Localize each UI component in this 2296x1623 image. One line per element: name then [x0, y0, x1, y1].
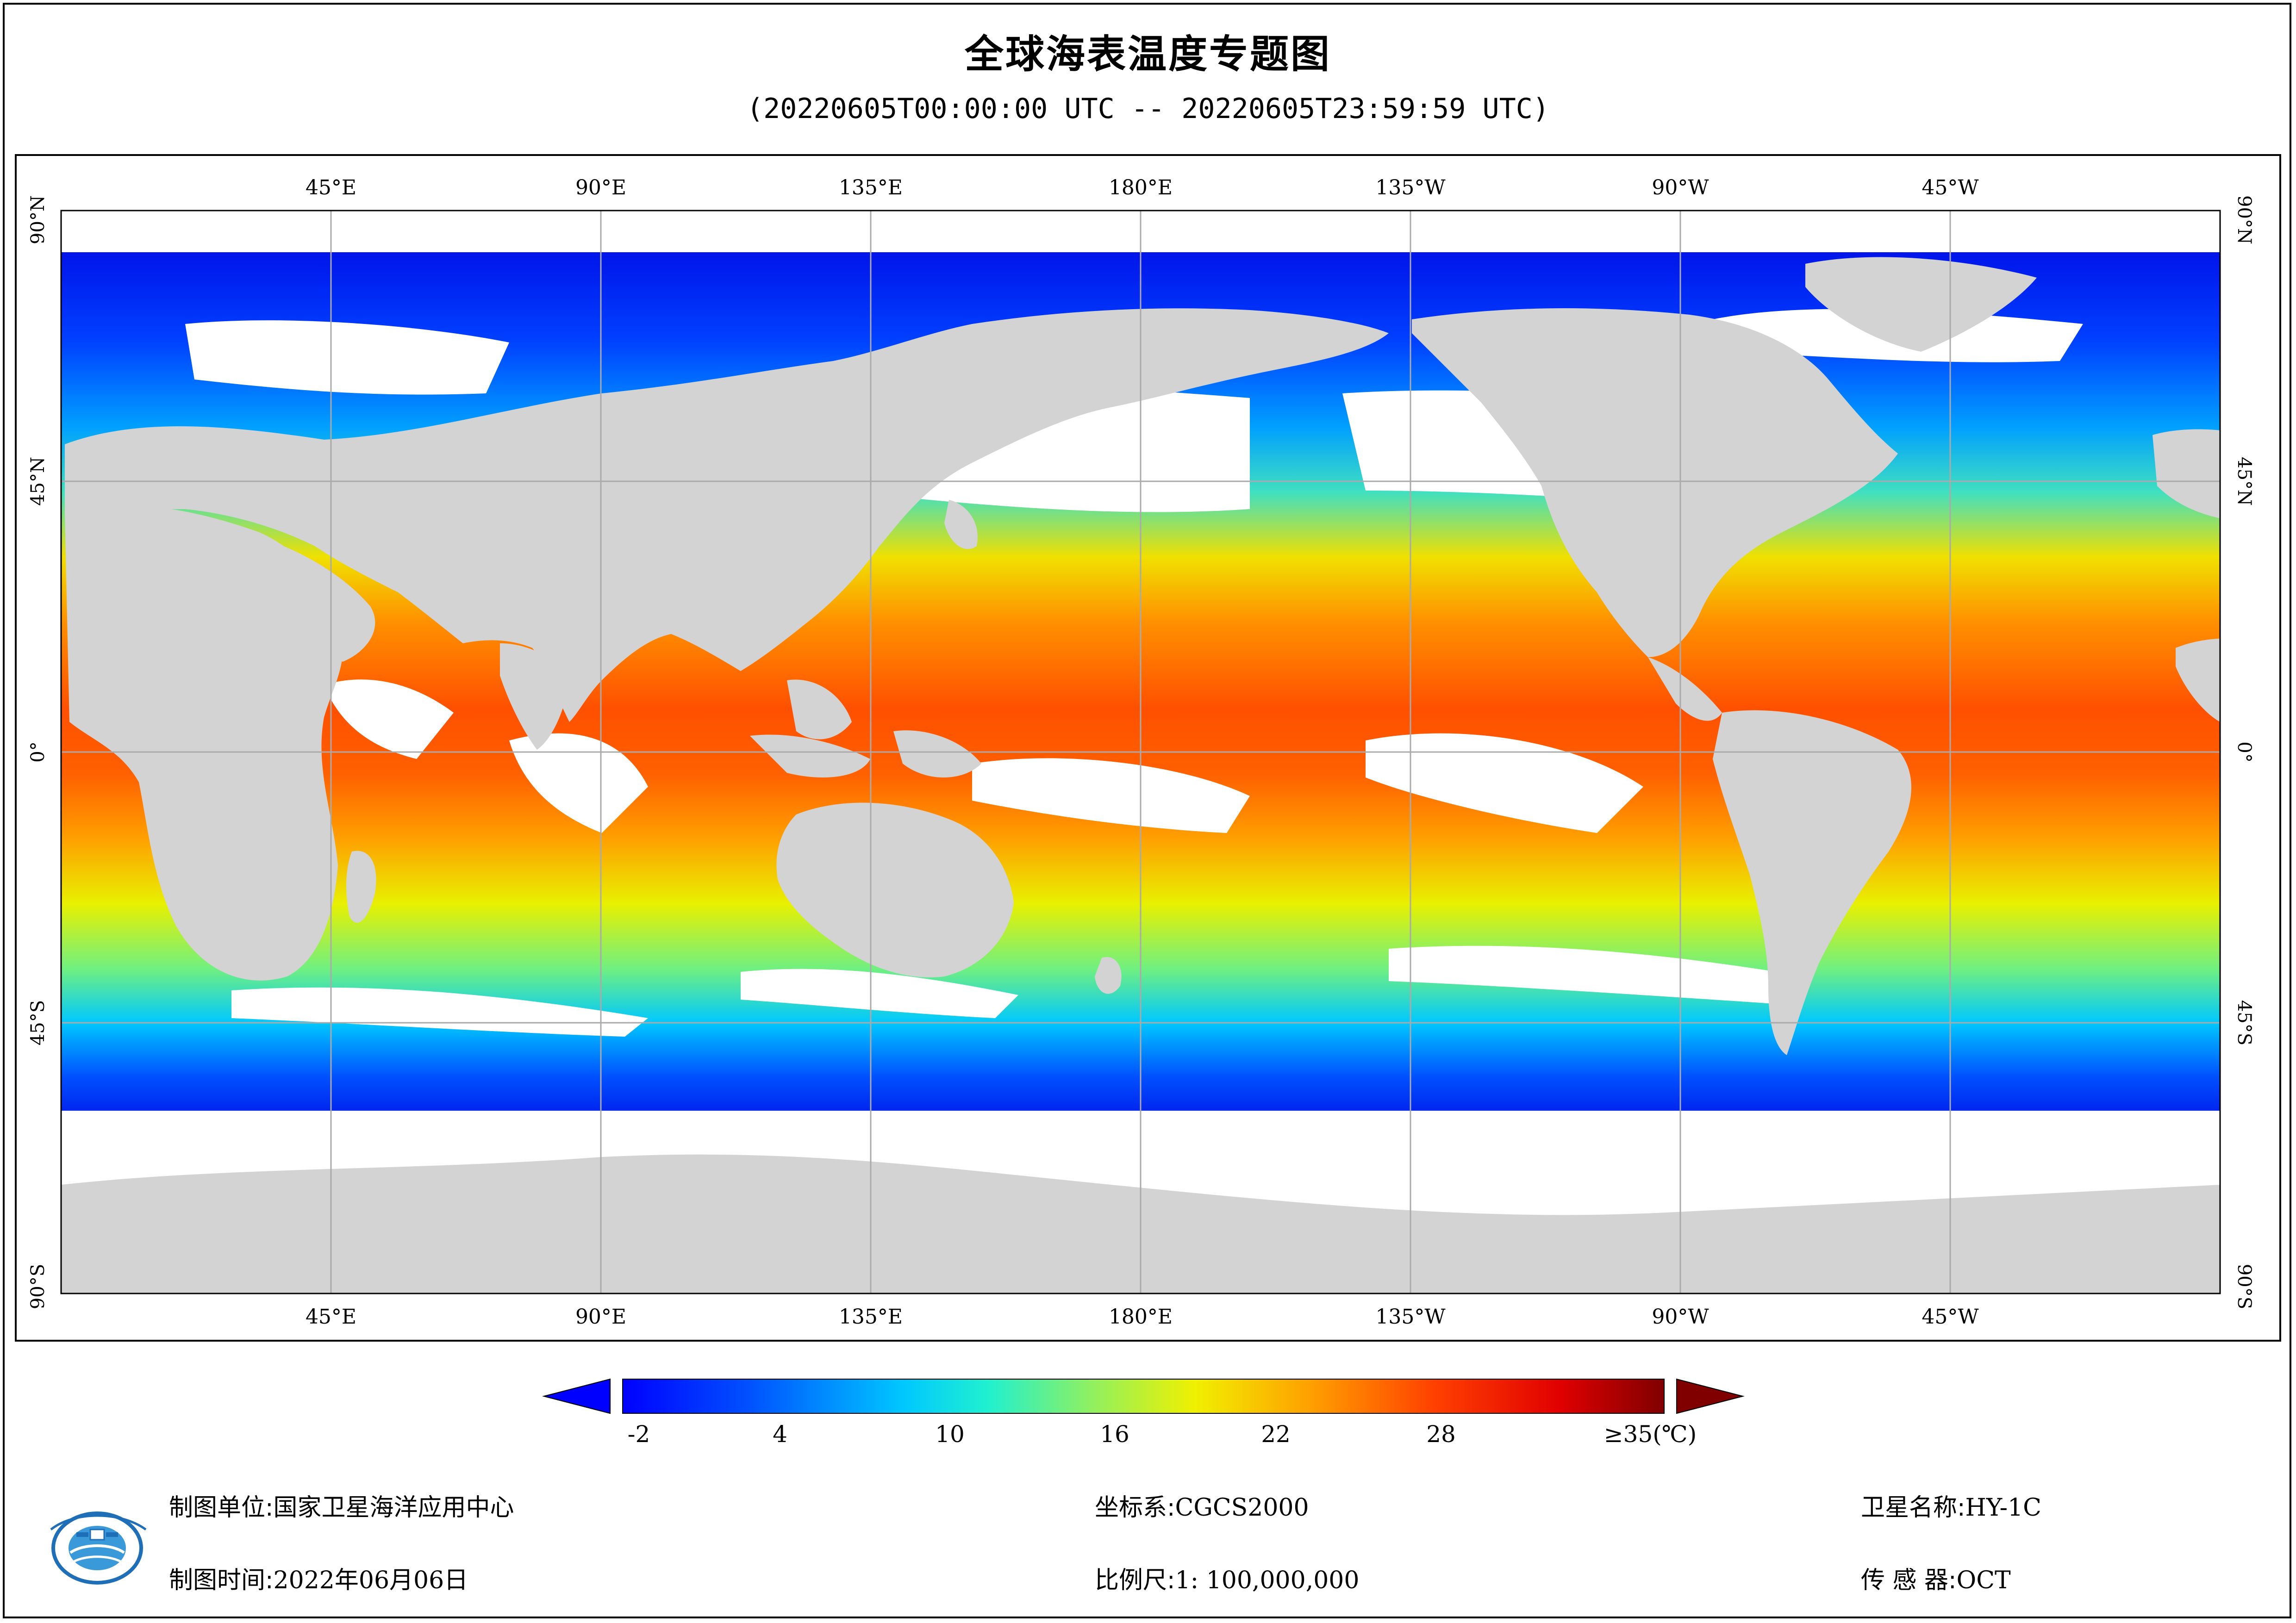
satellite-line: 卫星名称:HY-1C	[1861, 1488, 2041, 1523]
lon-label: 135°E	[839, 1305, 903, 1329]
lon-label: 90°E	[575, 1305, 626, 1329]
lat-label: 45°S	[2234, 1000, 2255, 1045]
lon-label: 45°E	[306, 176, 356, 199]
sensor-value: OCT	[1956, 1567, 2011, 1594]
satellite-label: 卫星名称:	[1861, 1494, 1965, 1522]
scale-label: 比例尺:	[1095, 1567, 1175, 1594]
crs-value: CGCS2000	[1175, 1494, 1309, 1522]
crs-line: 坐标系:CGCS2000	[1095, 1488, 1309, 1523]
lon-label: 45°E	[306, 1305, 356, 1329]
colorbar-tick-label: 22	[1261, 1421, 1291, 1448]
lon-label: 90°W	[1652, 1305, 1709, 1329]
date-label: 制图时间:	[169, 1567, 274, 1594]
satellite-value: HY-1C	[1965, 1494, 2041, 1522]
lon-label: 45°W	[1922, 176, 1979, 199]
lat-label: 90°N	[27, 195, 49, 244]
lon-label: 135°E	[839, 176, 903, 199]
lon-label: 90°W	[1652, 176, 1709, 199]
colorbar-tick-label: 28	[1426, 1421, 1456, 1448]
lat-label: 90°S	[2234, 1264, 2255, 1309]
colorbar-tick-label: ≥35(℃)	[1603, 1421, 1697, 1448]
map-subtitle: (20220605T00:00:00 UTC -- 20220605T23:59…	[747, 93, 1549, 125]
sensor-label: 传 感 器:	[1861, 1567, 1957, 1594]
lon-label: 180°E	[1109, 176, 1173, 199]
lon-label: 90°E	[575, 176, 626, 199]
colorbar-tick-label: 10	[935, 1421, 965, 1448]
date-line: 制图时间:2022年06月06日	[169, 1561, 468, 1595]
lon-label: 135°W	[1375, 1305, 1446, 1329]
lon-labels-bottom: 45°E 90°E 135°E 180°E 135°W 90°W 45°W	[306, 1305, 1979, 1329]
lat-labels-right: 90°N 45°N 0° 45°S 90°S	[2234, 195, 2255, 1309]
map-content	[61, 211, 2220, 1293]
colorbar-ramp	[622, 1379, 1665, 1414]
agency-line: 制图单位:国家卫星海洋应用中心	[169, 1488, 514, 1523]
agency-value: 国家卫星海洋应用中心	[273, 1494, 514, 1522]
colorbar	[542, 1378, 1745, 1414]
graticule	[61, 211, 2220, 1293]
nsoas-logo	[50, 1511, 147, 1585]
date-value: 2022年06月06日	[273, 1567, 468, 1594]
colorbar-tick-label: -2	[627, 1421, 650, 1448]
lat-label: 90°N	[2234, 195, 2255, 244]
crs-label: 坐标系:	[1095, 1494, 1175, 1522]
agency-label: 制图单位:	[169, 1494, 274, 1522]
colorbar-over-arrow	[1676, 1378, 1745, 1414]
outer-frame	[3, 3, 2291, 1618]
lon-labels-top: 45°E 90°E 135°E 180°E 135°W 90°W 45°W	[306, 176, 1979, 199]
map-title: 全球海表温度专题图	[964, 31, 1331, 77]
scale-value: 1: 100,000,000	[1175, 1567, 1360, 1594]
lat-label: 0°	[27, 741, 49, 762]
colorbar-tick-label: 4	[773, 1421, 787, 1448]
lat-label: 45°S	[27, 1000, 49, 1045]
sensor-line: 传 感 器:OCT	[1861, 1561, 2011, 1595]
lat-label: 90°S	[27, 1264, 49, 1309]
scale-line: 比例尺:1: 100,000,000	[1095, 1561, 1359, 1595]
colorbar-tick-label: 16	[1100, 1421, 1129, 1448]
lat-label: 45°N	[27, 457, 49, 506]
lat-label: 0°	[2234, 741, 2255, 762]
lat-labels-left: 90°N 45°N 0° 45°S 90°S	[27, 195, 49, 1309]
lat-label: 45°N	[2234, 457, 2255, 506]
colorbar-under-arrow	[542, 1378, 611, 1414]
lon-label: 135°W	[1375, 176, 1446, 199]
lon-label: 45°W	[1922, 1305, 1979, 1329]
lon-label: 180°E	[1109, 1305, 1173, 1329]
map-frame	[15, 154, 2281, 1342]
